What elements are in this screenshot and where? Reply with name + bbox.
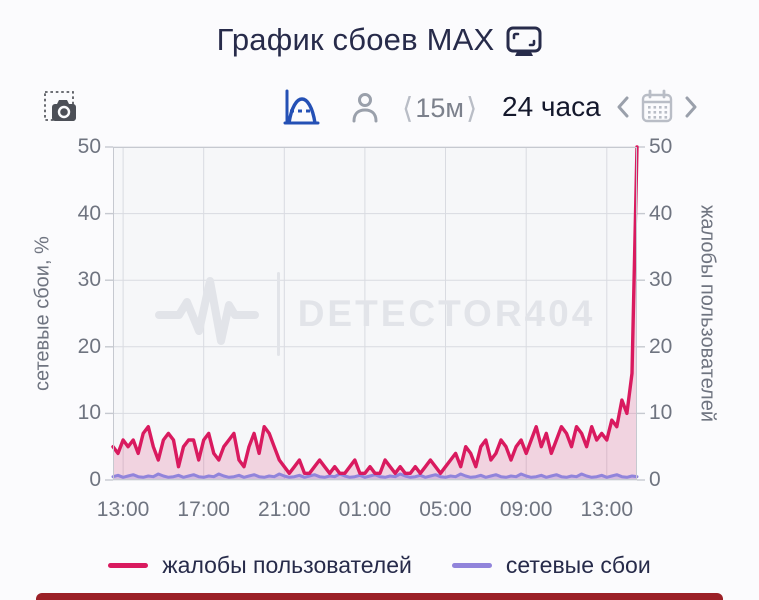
person-icon <box>349 91 381 126</box>
y-tick-left-30: 30 <box>77 268 101 292</box>
interval-selector[interactable]: ⟨ 15м ⟩ <box>402 90 477 126</box>
legend-item-complaints: жалобы пользователей <box>108 552 412 579</box>
x-tick-1: 17:00 <box>177 498 230 521</box>
y-tick-right-50: 50 <box>649 135 673 158</box>
y-tick-right-40: 40 <box>649 201 673 225</box>
y-tick-left-40: 40 <box>77 201 101 225</box>
plot-svg <box>105 145 645 481</box>
toolbar: ⟨ 15м ⟩ 24 часа <box>0 84 759 132</box>
x-tick-6: 13:00 <box>580 498 634 521</box>
legend-label-complaints: жалобы пользователей <box>162 551 412 578</box>
range-label: 24 часа <box>502 91 601 122</box>
calendar-button[interactable] <box>639 88 675 129</box>
legend-label-network: сетевые сбои <box>505 551 651 578</box>
distribution-curve-icon <box>281 87 321 130</box>
y-tick-right-30: 30 <box>649 268 673 292</box>
y-axis-title-right: жалобы пользователей <box>696 204 719 423</box>
range-selector[interactable]: 24 часа <box>502 88 601 126</box>
y-axis-title-left: сетевые сбои, % <box>31 236 54 391</box>
calendar-icon <box>639 88 675 129</box>
plot-area[interactable] <box>105 145 645 481</box>
legend-swatch-network <box>451 562 492 568</box>
chevron-right-icon <box>684 96 698 121</box>
y-tick-left-50: 50 <box>77 135 101 158</box>
x-tick-3: 01:00 <box>338 498 392 521</box>
y-tick-right-20: 20 <box>649 334 673 358</box>
interval-close-bracket: ⟩ <box>465 92 478 125</box>
chevron-left-icon <box>616 96 630 121</box>
camera-screenshot-icon <box>42 89 80 130</box>
y-tick-right-0: 0 <box>649 468 661 491</box>
calendar-prev-button[interactable] <box>616 96 630 121</box>
page-title-row: График сбоев MAX <box>0 14 759 66</box>
x-tick-0: 13:00 <box>96 498 150 521</box>
user-mode-button[interactable] <box>349 92 381 124</box>
legend-swatch-complaints <box>108 562 149 568</box>
bottom-bar <box>36 593 723 600</box>
y-tick-right-10: 10 <box>649 401 673 425</box>
y-tick-left-10: 10 <box>77 401 101 425</box>
interval-open-bracket: ⟨ <box>402 92 414 125</box>
legend-item-network: сетевые сбои <box>451 551 651 579</box>
y-tick-left-20: 20 <box>77 334 101 358</box>
x-tick-4: 05:00 <box>419 498 472 521</box>
calendar-next-button[interactable] <box>684 96 698 121</box>
screenshot-button[interactable] <box>42 90 80 128</box>
x-tick-5: 09:00 <box>499 498 553 521</box>
legend: жалобы пользователей сетевые сбои <box>0 546 759 584</box>
calendar-control <box>616 88 698 128</box>
page-title: График сбоев MAX <box>216 22 495 57</box>
monitor-icon <box>506 26 542 58</box>
distribution-mode-button[interactable] <box>281 88 321 128</box>
y-tick-left-0: 0 <box>89 468 101 491</box>
interval-label: 15м <box>415 92 464 123</box>
x-tick-2: 21:00 <box>258 498 311 521</box>
